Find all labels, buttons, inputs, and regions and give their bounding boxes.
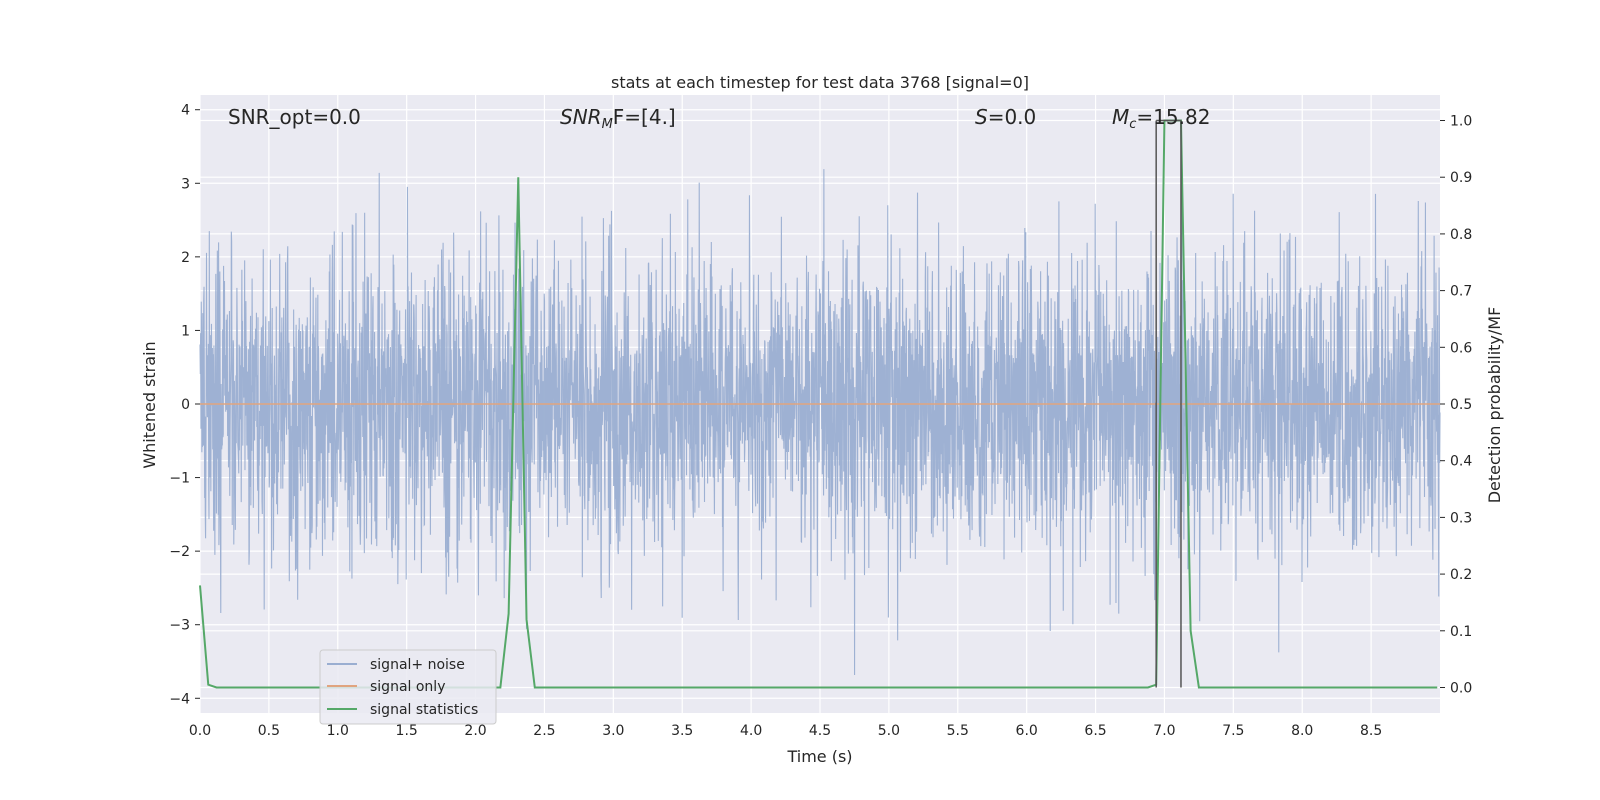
y-left-tick-label: −2 — [169, 544, 190, 560]
x-tick-label: 8.5 — [1360, 723, 1382, 739]
y-right-tick-label: 0.5 — [1450, 397, 1472, 413]
y-left-tick-label: 4 — [181, 103, 190, 119]
chart-title: stats at each timestep for test data 376… — [611, 73, 1029, 92]
vertical-markers — [1155, 119, 1182, 688]
y-right-tick-label: 1.0 — [1450, 114, 1472, 130]
x-tick-label: 5.5 — [947, 723, 969, 739]
y-right-tick-label: 0.4 — [1450, 454, 1472, 470]
annotation-snr-opt: SNR_opt=0.0 — [228, 105, 361, 129]
y-right-tick-labels: 0.0 0.1 0.2 0.3 0.4 0.5 0.6 0.7 0.8 0.9 1.0 — [1440, 114, 1472, 696]
annotation-mc-sub: c — [1129, 117, 1136, 132]
x-tick-labels: 0.0 0.5 1.0 1.5 2.0 2.5 3.0 3.5 4.0 4.5 5.0 5.5 6.0 6… — [189, 723, 1382, 739]
x-tick-label: 7.5 — [1222, 723, 1244, 739]
x-tick-label: 2.0 — [464, 723, 486, 739]
x-tick-label: 4.0 — [740, 723, 762, 739]
legend-label-stats: signal statistics — [370, 702, 478, 718]
legend-box — [319, 649, 497, 725]
x-tick-label: 0.0 — [189, 723, 211, 739]
series-line-signal-noise — [199, 169, 1441, 676]
y-right-tick-label: 0.6 — [1450, 340, 1472, 356]
y-right-tick-label: 0.9 — [1450, 170, 1472, 186]
x-tick-label: 6.0 — [1016, 723, 1038, 739]
x-tick-label: 6.5 — [1084, 723, 1106, 739]
x-axis-label: Time (s) — [786, 747, 852, 766]
annotation-mc-var: M — [1112, 105, 1129, 129]
y-axis-label-right: Detection probability/MF — [1485, 307, 1504, 504]
x-tick-label: 5.0 — [878, 723, 900, 739]
y-left-tick-label: −4 — [169, 691, 190, 707]
y-right-tick-label: 0.1 — [1450, 624, 1472, 640]
x-tick-label: 1.0 — [327, 723, 349, 739]
y-left-tick-label: 1 — [181, 323, 190, 339]
y-left-tick-labels: −4 −3 −2 −1 0 1 2 3 4 — [169, 103, 200, 707]
annotation-snr-mf-base: SNR — [560, 105, 602, 129]
x-tick-label: 4.5 — [809, 723, 831, 739]
y-right-tick-label: 0.7 — [1450, 284, 1472, 300]
x-tick-label: 7.0 — [1153, 723, 1175, 739]
y-right-tick-label: 0.8 — [1450, 227, 1472, 243]
y-left-tick-label: −1 — [169, 471, 190, 487]
x-tick-label: 8.0 — [1291, 723, 1313, 739]
annotation-mc-rest: =15.82 — [1136, 105, 1210, 129]
annotation-s: S=0.0 — [975, 105, 1036, 129]
x-tick-label: 3.5 — [671, 723, 693, 739]
y-axis-label-left: Whitened strain — [140, 341, 159, 468]
legend: signal+ noise signal only signal statist… — [319, 649, 497, 725]
y-left-tick-label: 0 — [181, 397, 190, 413]
y-right-tick-label: 0.0 — [1450, 680, 1472, 696]
annotation-snr-mf-sub: M — [602, 117, 613, 132]
annotation-snr-mf: SNRMF=[4.] — [560, 105, 676, 132]
legend-label-noise: signal+ noise — [370, 657, 465, 673]
y-right-tick-label: 0.2 — [1450, 567, 1472, 583]
legend-label-signal: signal only — [370, 679, 445, 695]
x-tick-label: 3.0 — [602, 723, 624, 739]
annotation-snr-mf-rest: F=[4.] — [613, 105, 676, 129]
annotation-mc: Mc=15.82 — [1112, 105, 1210, 132]
y-right-tick-label: 0.3 — [1450, 510, 1472, 526]
x-tick-label: 0.5 — [258, 723, 280, 739]
y-left-tick-label: −3 — [169, 618, 190, 634]
y-left-tick-label: 3 — [181, 176, 190, 192]
x-tick-label: 2.5 — [533, 723, 555, 739]
noise-series — [199, 169, 1441, 676]
y-left-tick-label: 2 — [181, 250, 190, 266]
annotation-s-rest: =0.0 — [988, 105, 1037, 129]
x-tick-label: 1.5 — [396, 723, 418, 739]
annotation-s-var: S — [975, 105, 988, 129]
